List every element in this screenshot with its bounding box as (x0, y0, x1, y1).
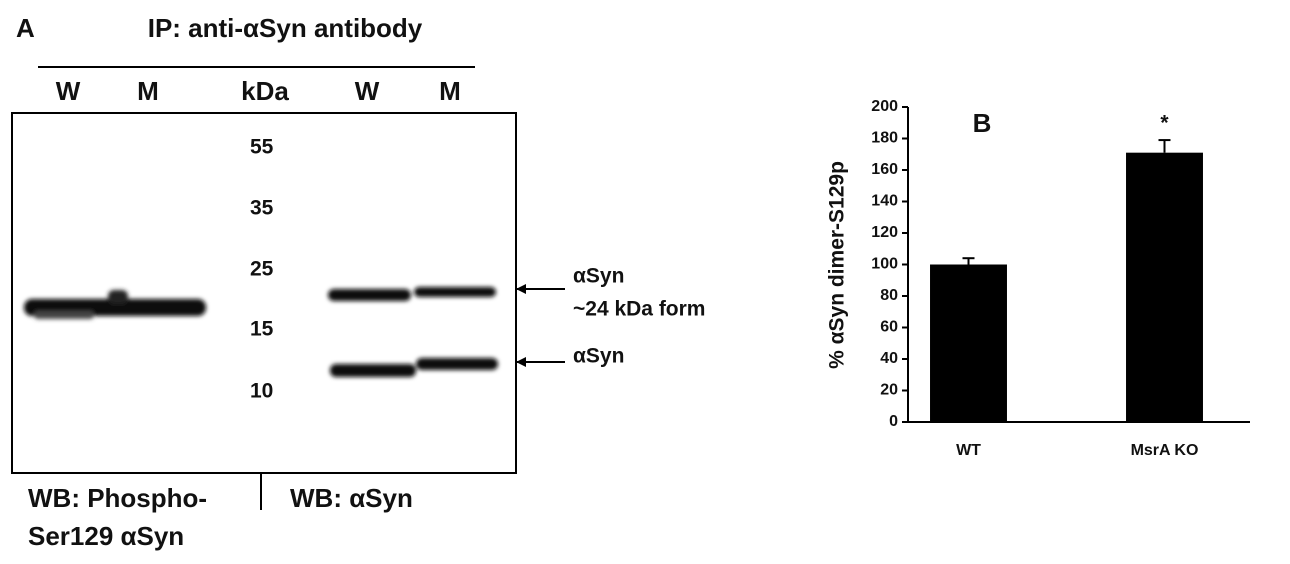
panel-label: A (16, 13, 35, 43)
band (108, 290, 128, 304)
band-label: αSyn (573, 345, 624, 368)
kda-header: kDa (241, 76, 289, 106)
y-tick-label: 60 (880, 319, 898, 336)
bar (1126, 153, 1203, 422)
y-axis-title: % αSyn dimer-S129p (826, 161, 849, 369)
panel-title: IP: anti-αSyn antibody (148, 13, 423, 43)
significance-mark: * (1160, 112, 1169, 135)
marker-label: 25 (250, 258, 274, 281)
y-tick-label: 180 (871, 130, 898, 147)
marker-label: 10 (250, 380, 273, 403)
lane-label: M (439, 76, 461, 106)
band (414, 287, 496, 297)
band (328, 289, 411, 301)
lane-label: M (137, 76, 159, 106)
lane-label: W (56, 76, 81, 106)
bar (930, 265, 1007, 423)
lane-label: W (355, 76, 380, 106)
y-tick-label: 140 (871, 193, 898, 210)
y-tick-label: 100 (871, 256, 898, 273)
y-tick-label: 0 (889, 413, 898, 430)
arrow-head (516, 357, 526, 367)
y-tick-label: 120 (871, 224, 898, 241)
marker-label: 55 (250, 136, 274, 159)
x-tick-label: WT (956, 442, 981, 459)
band-label: αSyn (573, 265, 624, 288)
band (330, 364, 416, 377)
y-tick-label: 20 (880, 382, 898, 399)
band (416, 358, 498, 370)
marker-label: 35 (250, 197, 274, 220)
wb-label: Ser129 αSyn (28, 521, 184, 551)
panel-label: B (973, 108, 992, 138)
x-tick-label: MsrA KO (1131, 442, 1199, 459)
y-tick-label: 160 (871, 161, 898, 178)
band-label: ~24 kDa form (573, 298, 705, 321)
band (34, 311, 94, 319)
arrow-head (516, 284, 526, 294)
wb-label: WB: Phospho- (28, 483, 207, 513)
marker-label: 15 (250, 318, 274, 341)
y-tick-label: 40 (880, 350, 898, 367)
y-tick-label: 80 (880, 287, 898, 304)
wb-label: WB: αSyn (290, 483, 413, 513)
figure: A IP: anti-αSyn antibody W M kDa W M 55 … (0, 0, 1290, 559)
y-tick-label: 200 (871, 98, 898, 115)
